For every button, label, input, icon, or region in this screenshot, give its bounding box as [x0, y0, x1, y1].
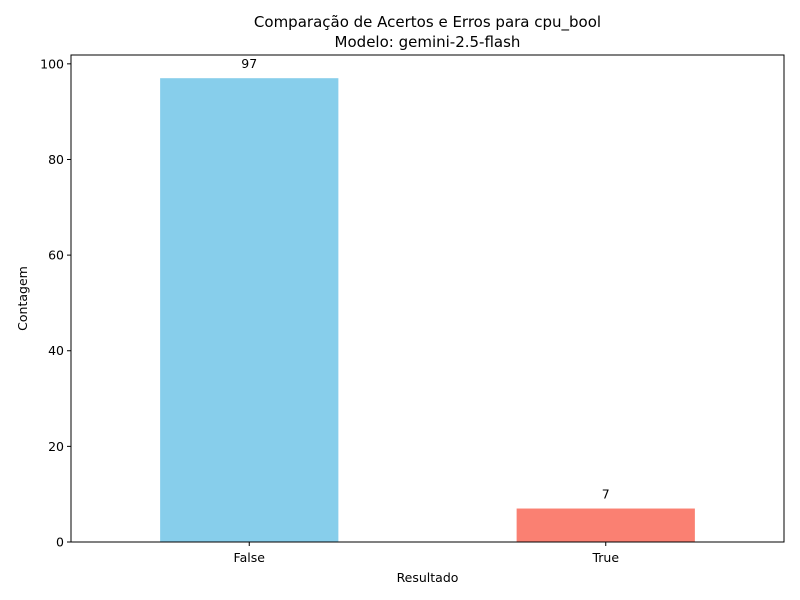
bar-false: [160, 78, 339, 542]
data-label: 7: [602, 487, 610, 502]
y-tick-label: 80: [48, 152, 64, 167]
data-label: 97: [241, 56, 257, 71]
y-tick-label: 40: [48, 343, 64, 358]
x-tick-label: False: [234, 550, 266, 565]
y-tick-label: 60: [48, 248, 64, 263]
chart-title-line1: Comparação de Acertos e Erros para cpu_b…: [254, 13, 601, 32]
plot-area: 0 20 40 60 80 100 97 False 7 True: [40, 56, 695, 565]
y-tick-label: 0: [56, 535, 64, 550]
y-tick-label: 100: [40, 56, 64, 71]
y-axis-label: Contagem: [15, 266, 30, 331]
x-tick-label: True: [591, 550, 619, 565]
axes-frame: [70, 54, 785, 543]
chart-title-line2: Modelo: gemini-2.5-flash: [335, 33, 521, 51]
x-axis-label: Resultado: [397, 570, 459, 585]
bar-true: [516, 508, 695, 542]
y-tick-label: 20: [48, 439, 64, 454]
